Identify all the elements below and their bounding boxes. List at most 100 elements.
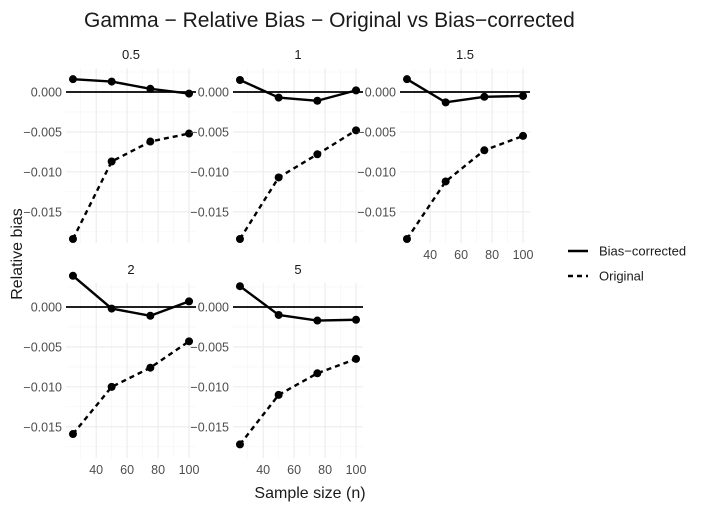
bias-corrected-data-point [107,77,116,86]
original-data-point [146,363,155,372]
facet-label: 2 [127,262,134,277]
y-tick-label: 0.000 [31,300,62,314]
bias-corrected-data-point [274,310,283,319]
original-data-point [107,382,116,391]
original-data-point [313,369,322,378]
original-data-point [352,354,361,363]
bias-corrected-data-point [107,304,116,313]
original-series-line [71,132,190,240]
bias-corrected-series-line [72,77,190,95]
original-data-point [274,390,283,399]
legend: Bias−corrected Original [568,244,686,284]
original-data-point [146,137,155,146]
facet-panel-3: 1.5 0.000 −0.005 −0.010 −0.015 40 60 80 100 [357,47,533,262]
x-tick-label: 100 [346,463,367,477]
y-tick-label: −0.010 [23,165,62,179]
original-data-point [185,129,194,138]
y-axis-title: Relative bias [9,208,26,300]
facet-panels: 0.5 0.000 −0.005 −0.010 −0.015 1 0.000 −0.005 −0… [23,47,533,477]
bias-corrected-data-point [352,86,361,95]
bias-corrected-data-point [235,282,244,291]
facet-panel-2: 1 0.000 −0.005 −0.010 −0.015 [190,47,363,244]
y-tick-label: −0.005 [190,340,229,354]
y-tick-label: −0.010 [190,165,229,179]
original-data-point [402,235,411,244]
bias-corrected-data-point [68,75,77,84]
original-data-point [441,177,450,186]
x-tick-label: 40 [256,463,270,477]
original-series-line [238,129,357,240]
y-tick-label: −0.005 [23,125,62,139]
bias-corrected-data-point [313,96,322,105]
bias-corrected-data-point [235,75,244,84]
bias-corrected-data-point [185,89,194,98]
x-tick-label: 40 [89,463,103,477]
chart-title: Gamma − Relative Bias − Original vs Bias… [84,9,575,32]
x-tick-label: 60 [454,248,468,262]
x-tick-label: 80 [151,463,165,477]
y-tick-label: 0.000 [365,85,396,99]
facet-panel-1: 0.5 0.000 −0.005 −0.010 −0.015 [23,47,196,244]
original-series-line [72,340,190,435]
legend-label: Bias−corrected [599,244,686,259]
x-tick-label: 100 [179,463,200,477]
bias-corrected-data-point [185,297,194,306]
original-data-point [235,440,244,449]
legend-label: Original [599,269,644,284]
bias-corrected-data-point [480,92,489,101]
x-axis-title: Sample size (n) [254,485,365,502]
original-data-point [107,157,116,166]
y-tick-label: −0.010 [357,165,396,179]
bias-corrected-data-point [146,84,155,93]
bias-corrected-data-point [402,75,411,84]
bias-corrected-series-line [406,78,524,104]
x-tick-label: 80 [318,463,332,477]
bias-corrected-series-line [72,274,190,317]
facet-label: 5 [294,262,301,277]
x-tick-label: 40 [423,248,437,262]
original-data-point [313,150,322,159]
y-tick-label: −0.005 [357,125,396,139]
y-tick-label: −0.015 [23,205,62,219]
bias-corrected-data-point [352,315,361,324]
facet-label: 0.5 [122,47,140,62]
bias-corrected-data-point [146,311,155,320]
x-tick-label: 80 [485,248,499,262]
y-tick-label: 0.000 [198,300,229,314]
bias-corrected-data-point [68,271,77,280]
y-tick-label: −0.015 [190,420,229,434]
bias-corrected-data-point [441,98,450,107]
original-data-point [68,430,77,439]
facet-label: 1.5 [456,47,474,62]
bias-corrected-series-line [239,78,357,102]
x-tick-label: 60 [120,463,134,477]
bias-corrected-series-line [239,285,357,322]
original-data-point [185,337,194,346]
original-data-point [68,235,77,244]
y-tick-label: 0.000 [198,85,229,99]
y-tick-label: −0.005 [190,125,229,139]
bias-corrected-data-point [274,93,283,102]
original-series-line [405,134,524,240]
original-series-line [239,357,357,446]
x-tick-label: 60 [287,463,301,477]
x-tick-label: 100 [513,248,534,262]
facet-label: 1 [294,47,301,62]
y-tick-label: 0.000 [31,85,62,99]
y-tick-label: −0.010 [23,380,62,394]
original-data-point [274,173,283,182]
bias-corrected-data-point [519,91,528,100]
facet-panel-4: 2 0.000 −0.005 −0.010 −0.015 40 60 80 100 [23,262,199,477]
bias-corrected-data-point [313,316,322,325]
original-data-point [235,235,244,244]
y-tick-label: −0.015 [357,205,396,219]
original-data-point [519,131,528,140]
y-tick-label: −0.010 [190,380,229,394]
facet-panel-5: 5 0.000 −0.005 −0.010 −0.015 40 60 80 100 [190,262,366,477]
y-tick-label: −0.005 [23,340,62,354]
y-tick-label: −0.015 [23,420,62,434]
original-data-point [480,146,489,155]
original-data-point [352,126,361,135]
y-tick-label: −0.015 [190,205,229,219]
